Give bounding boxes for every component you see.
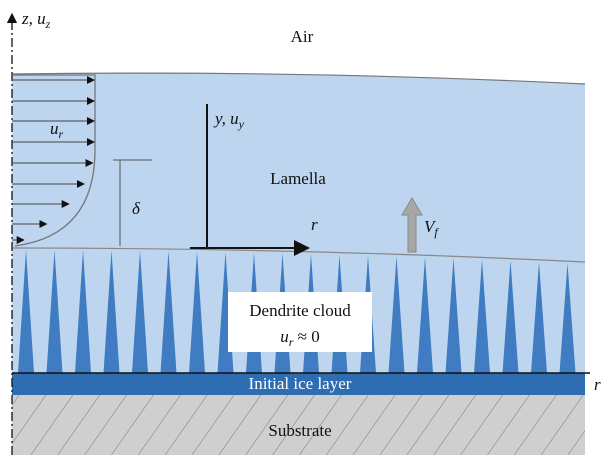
dendrite [417, 257, 433, 373]
air-label: Air [291, 27, 314, 46]
dendrite-velocity-label: ur ≈ 0 [280, 327, 320, 349]
z-axis-label: z, uz [21, 9, 51, 31]
dendrite [189, 251, 205, 373]
free-surface [11, 72, 586, 85]
dendrite [559, 263, 576, 373]
dendrite [474, 259, 490, 373]
delta-label: δ [132, 199, 141, 218]
r-axis-label: r [594, 375, 601, 394]
y-axis-label: y, uy [213, 109, 245, 131]
substrate-label: Substrate [268, 421, 331, 440]
dendrite [75, 250, 91, 373]
dendrite [502, 260, 519, 373]
dendrite [445, 258, 462, 373]
dendrite [103, 250, 120, 373]
lamella-label: Lamella [270, 169, 326, 188]
dendrite-label: Dendrite cloud [249, 301, 351, 320]
dendrite [531, 261, 547, 373]
dendrite [46, 250, 63, 373]
dendrite [160, 251, 177, 373]
ice-layer-label: Initial ice layer [249, 374, 352, 393]
lamella-region [12, 73, 585, 262]
local-r-label: r [311, 215, 318, 234]
velocity-profile [12, 74, 96, 247]
front-velocity-arrow [401, 197, 423, 253]
profile-label: ur [50, 119, 64, 141]
delta-dimension [113, 159, 152, 246]
dendrite [18, 250, 34, 373]
front-velocity-label: Vf [424, 217, 439, 239]
dendrite [132, 250, 148, 373]
dendrite [388, 256, 405, 373]
dendrite-label-box [228, 292, 372, 352]
substrate-hatch [12, 395, 585, 455]
ice-layer [12, 373, 585, 395]
profile-arrows [12, 76, 95, 244]
